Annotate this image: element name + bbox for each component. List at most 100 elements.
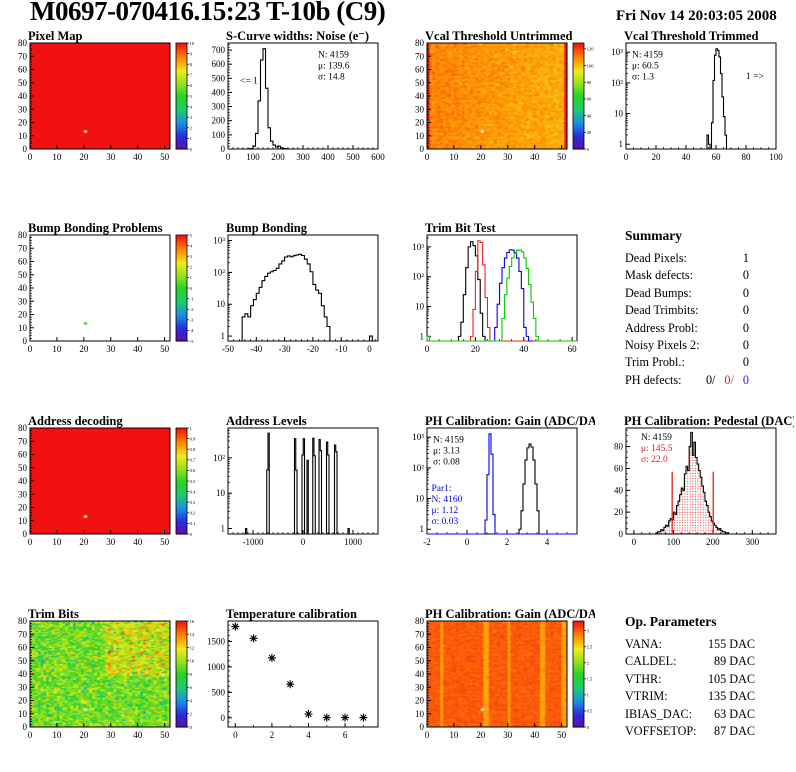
trim-bits-heatmap-canvas <box>30 621 170 727</box>
svg-text:100: 100 <box>212 130 226 140</box>
temperature-calibration-figure: Temperature calibration 0 2 4 6 0 500 1000 1500 <box>207 608 379 740</box>
temperature-calibration-point <box>267 653 276 662</box>
svg-text:10³: 10³ <box>611 47 623 57</box>
vcal-threshold-untrimmed-title: Vcal Threshold Untrimmed <box>425 30 573 43</box>
svg-text:60: 60 <box>415 65 425 75</box>
summary-row-label: Trim Probl.: <box>625 355 685 370</box>
ph-calibration-gain-hist-stats-line: μ: 3.13 <box>433 446 460 456</box>
ph-calibration-pedestal-stats-line: μ: 145.5 <box>641 444 673 454</box>
svg-text:10: 10 <box>415 302 425 312</box>
svg-text:30: 30 <box>503 730 513 740</box>
svg-text:80: 80 <box>18 230 28 240</box>
svg-text:0: 0 <box>632 537 637 547</box>
scurve-noise-title: S-Curve widths: Noise (e⁻) <box>226 30 369 43</box>
svg-text:1: 1 <box>190 136 193 141</box>
svg-text:10: 10 <box>190 659 195 664</box>
op-parameters-row-value: 89 DAC <box>714 654 755 669</box>
vcal-threshold-trimmed-annotation: 1 => <box>746 72 764 82</box>
vcal-threshold-trimmed-series <box>706 48 728 150</box>
ph-calibration-pedestal-figure: PH Calibration: Pedestal (DAC)0 100 200 300… <box>614 415 794 547</box>
ph-calibration-gain-hist-title: PH Calibration: Gain (ADC/DAC) <box>425 415 595 428</box>
svg-text:80: 80 <box>18 423 28 433</box>
op-parameters-row: VANA: 155 DAC <box>625 636 755 653</box>
pixel-map-title: Pixel Map <box>28 30 83 43</box>
op-parameters-panel: Op. Parameters VANA: 155 DAC CALDEL: 89 DAC V… <box>625 614 785 740</box>
ph-calibration-gain-map-figure: PH Calibration: Gain (ADC/DAC)0 10 20 30 40 5… <box>415 608 595 740</box>
svg-text:-2: -2 <box>423 537 431 547</box>
temperature-calibration-point <box>322 713 331 722</box>
op-parameters-row-label: CALDEL: <box>625 654 677 669</box>
svg-text:5: 5 <box>190 94 193 99</box>
svg-text:0: 0 <box>367 344 372 354</box>
svg-text:60: 60 <box>18 643 28 653</box>
op-parameters-row-value: 155 DAC <box>707 637 755 651</box>
trim-bits-figure: Trim Bits 0 10 20 30 40 50 0 10 20 30 40 50 60 70 80 0 2 4… <box>18 608 195 740</box>
summary-row-label: Address Probl: <box>625 320 698 335</box>
svg-text:-1: -1 <box>190 296 195 301</box>
summary-row: Dead Pixels: 1 <box>625 250 749 267</box>
svg-text:6: 6 <box>190 83 193 88</box>
svg-text:-4: -4 <box>190 328 195 333</box>
op-parameters-row-label: VTHR: <box>625 671 662 686</box>
svg-text:3: 3 <box>190 254 193 259</box>
svg-text:10²: 10² <box>611 78 623 88</box>
trim-bit-test-figure: Trim Bit Test 0 20 40 60 1 10 10² 10³ <box>412 222 578 354</box>
svg-text:10: 10 <box>614 109 624 119</box>
svg-text:8: 8 <box>190 672 193 677</box>
svg-text:400: 400 <box>321 152 335 162</box>
svg-text:20: 20 <box>79 537 89 547</box>
panel-summary: Summary Dead Pixels: 1 Mask defects: 0 Dead B… <box>598 222 794 387</box>
svg-text:3: 3 <box>190 115 193 120</box>
svg-text:0: 0 <box>233 730 238 740</box>
svg-text:40: 40 <box>530 730 540 740</box>
op-parameters-row: IBIAS_DAC: 63 DAC <box>625 706 755 723</box>
svg-text:10³: 10³ <box>412 432 424 442</box>
ph-defects-value: 0 <box>742 372 749 387</box>
svg-text:-3: -3 <box>190 318 195 323</box>
summary-row-value: 0 <box>742 338 749 353</box>
address-levels-series <box>244 432 350 535</box>
svg-text:50: 50 <box>18 463 28 473</box>
svg-text:0: 0 <box>28 152 33 162</box>
temperature-calibration-point <box>231 622 240 631</box>
summary-panel-title: Summary <box>625 228 682 243</box>
svg-text:0.7: 0.7 <box>190 458 196 463</box>
svg-text:4: 4 <box>190 243 193 248</box>
svg-text:4: 4 <box>545 537 550 547</box>
svg-text:14: 14 <box>190 632 195 637</box>
panel-bump-bonding: Bump Bonding -50 -40 -30 -20 -10 0 1 10 10² 10³ <box>200 222 396 374</box>
svg-text:8: 8 <box>190 62 193 67</box>
svg-text:50: 50 <box>160 152 170 162</box>
svg-text:0: 0 <box>587 725 590 730</box>
svg-text:10: 10 <box>18 709 28 719</box>
svg-text:30: 30 <box>18 104 28 114</box>
summary-row-label: Dead Bumps: <box>625 285 692 300</box>
svg-text:3: 3 <box>587 628 590 633</box>
svg-text:2: 2 <box>505 537 510 547</box>
svg-text:20: 20 <box>18 503 28 513</box>
trim-bit-test-series <box>457 241 486 341</box>
panel-pixel-map: Pixel Map 0 10 20 30 40 50 0 10 20 30 40 50 60 70 80 0 1 2… <box>2 30 198 182</box>
svg-text:0: 0 <box>190 147 193 152</box>
svg-text:10³: 10³ <box>412 242 424 252</box>
op-parameters-row: VTHR: 105 DAC <box>625 671 755 688</box>
svg-text:30: 30 <box>106 344 116 354</box>
svg-text:600: 600 <box>371 152 385 162</box>
svg-text:1000: 1000 <box>207 662 226 672</box>
vcal-threshold-trimmed-title: Vcal Threshold Trimmed <box>624 30 759 43</box>
ph-calibration-pedestal-stats-line: σ: 22.0 <box>641 455 668 465</box>
svg-text:20: 20 <box>614 507 624 517</box>
svg-text:10: 10 <box>415 709 425 719</box>
bump-bonding-title: Bump Bonding <box>226 222 308 235</box>
svg-text:50: 50 <box>160 344 170 354</box>
svg-text:40: 40 <box>133 537 143 547</box>
svg-text:40: 40 <box>519 344 529 354</box>
address-levels-title: Address Levels <box>226 415 307 428</box>
summary-row: Address Probl: 0 <box>625 320 749 337</box>
ph-defects-label: PH defects: <box>625 372 682 387</box>
svg-text:-50: -50 <box>222 344 234 354</box>
svg-text:30: 30 <box>106 152 116 162</box>
svg-text:0.3: 0.3 <box>190 500 196 505</box>
svg-text:10: 10 <box>190 41 195 46</box>
